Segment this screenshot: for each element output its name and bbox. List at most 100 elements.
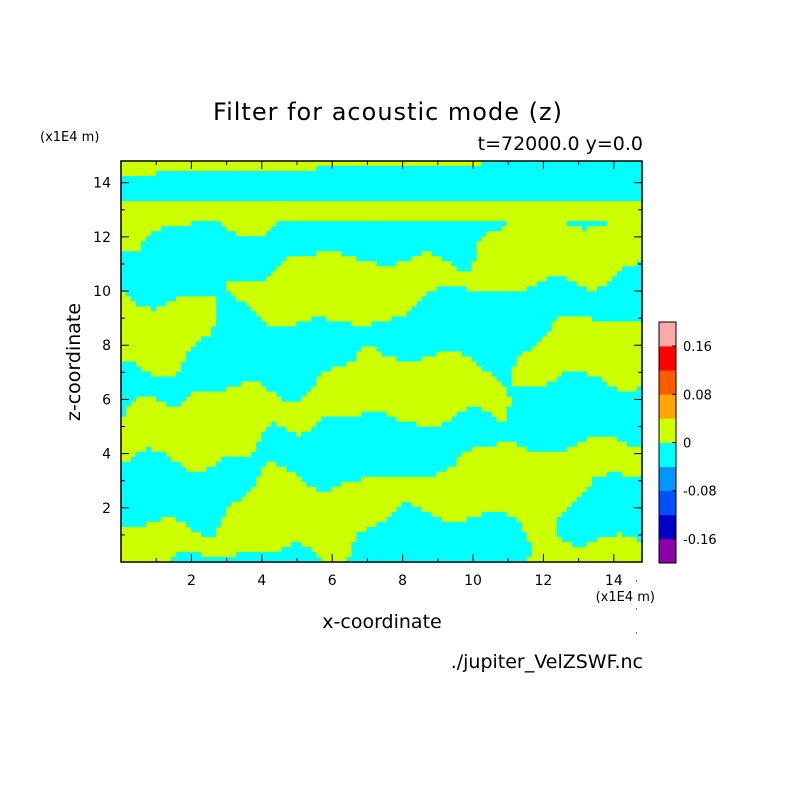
contour-cell bbox=[211, 221, 217, 227]
contour-cell bbox=[126, 266, 132, 272]
contour-cell bbox=[391, 211, 398, 217]
contour-cell bbox=[166, 531, 172, 538]
contour-cell bbox=[336, 346, 343, 353]
contour-cell bbox=[341, 206, 348, 212]
contour-cell bbox=[151, 451, 157, 458]
contour-cell bbox=[271, 276, 277, 282]
contour-cell bbox=[191, 521, 197, 528]
contour-cell bbox=[366, 466, 373, 473]
contour-cell bbox=[406, 531, 413, 538]
contour-cell bbox=[141, 326, 147, 333]
contour-cell bbox=[406, 201, 413, 207]
contour-cell bbox=[406, 516, 413, 523]
contour-cell bbox=[151, 426, 157, 433]
contour-cell bbox=[231, 196, 237, 202]
contour-cell bbox=[291, 246, 297, 252]
contour-cell bbox=[406, 386, 413, 393]
contour-cell bbox=[166, 451, 172, 458]
contour-cell bbox=[366, 486, 373, 493]
contour-cell bbox=[121, 366, 127, 373]
contour-cell bbox=[246, 501, 252, 508]
contour-cell bbox=[336, 546, 343, 553]
contour-cell bbox=[231, 541, 237, 548]
contour-cell bbox=[191, 376, 197, 383]
contour-cell bbox=[311, 226, 317, 232]
contour-cell bbox=[281, 201, 287, 207]
contour-cell bbox=[206, 486, 212, 493]
contour-cell bbox=[281, 541, 287, 548]
contour-cell bbox=[361, 481, 368, 488]
contour-cell bbox=[226, 451, 232, 458]
contour-cell bbox=[256, 256, 262, 262]
contour-cell bbox=[146, 326, 152, 333]
contour-cell bbox=[131, 431, 137, 438]
contour-cell bbox=[171, 541, 177, 548]
contour-cell bbox=[301, 241, 307, 247]
contour-cell bbox=[356, 231, 363, 237]
contour-cell bbox=[411, 181, 418, 187]
contour-cell bbox=[421, 161, 428, 167]
contour-cell bbox=[166, 476, 172, 483]
contour-cell bbox=[201, 521, 207, 528]
contour-cell bbox=[231, 271, 237, 277]
contour-cell bbox=[331, 211, 338, 217]
contour-cell bbox=[166, 291, 172, 297]
contour-cell bbox=[306, 176, 312, 182]
contour-cell bbox=[186, 211, 192, 217]
contour-cell bbox=[296, 301, 302, 307]
contour-cell bbox=[271, 311, 277, 317]
contour-cell bbox=[181, 326, 187, 333]
contour-cell bbox=[256, 411, 262, 418]
contour-cell bbox=[321, 171, 327, 177]
contour-cell bbox=[251, 466, 257, 473]
contour-cell bbox=[296, 456, 302, 463]
contour-cell bbox=[331, 556, 338, 563]
contour-cell bbox=[251, 531, 257, 538]
contour-cell bbox=[266, 451, 272, 458]
contour-cell bbox=[251, 236, 257, 242]
contour-cell bbox=[176, 371, 182, 378]
contour-cell bbox=[216, 276, 222, 282]
contour-cell bbox=[226, 426, 232, 433]
contour-cell bbox=[311, 276, 317, 282]
contour-cell bbox=[156, 406, 162, 413]
contour-cell bbox=[331, 191, 338, 197]
contour-cell bbox=[156, 541, 162, 548]
contour-cell bbox=[156, 271, 162, 277]
contour-cell bbox=[216, 181, 222, 187]
contour-cell bbox=[136, 201, 142, 207]
contour-cell bbox=[226, 386, 232, 393]
contour-cell bbox=[356, 176, 363, 182]
contour-cell bbox=[361, 186, 368, 192]
contour-cell bbox=[166, 221, 172, 227]
contour-cell bbox=[266, 316, 272, 322]
contour-cell bbox=[371, 546, 378, 553]
contour-cell bbox=[321, 381, 327, 388]
contour-cell bbox=[416, 256, 423, 262]
contour-cell bbox=[376, 521, 383, 528]
contour-cell bbox=[151, 166, 157, 172]
contour-cell bbox=[161, 231, 167, 237]
contour-cell bbox=[166, 441, 172, 448]
contour-cell bbox=[211, 476, 217, 483]
contour-cell bbox=[366, 431, 373, 438]
contour-cell bbox=[171, 171, 177, 177]
contour-cell bbox=[421, 231, 428, 237]
contour-cell bbox=[326, 241, 332, 247]
contour-cell bbox=[411, 381, 418, 388]
contour-cell bbox=[386, 351, 393, 358]
contour-cell bbox=[131, 226, 137, 232]
contour-cell bbox=[236, 476, 242, 483]
contour-cell bbox=[301, 166, 307, 172]
contour-cell bbox=[201, 191, 207, 197]
contour-cell bbox=[176, 271, 182, 277]
contour-cell bbox=[171, 466, 177, 473]
contour-cell bbox=[336, 421, 343, 428]
contour-cell bbox=[416, 331, 423, 338]
contour-cell bbox=[411, 326, 418, 333]
contour-cell bbox=[371, 371, 378, 378]
contour-cell bbox=[221, 221, 227, 227]
contour-cell bbox=[326, 336, 332, 343]
contour-cell bbox=[246, 226, 252, 232]
contour-cell bbox=[166, 326, 172, 333]
